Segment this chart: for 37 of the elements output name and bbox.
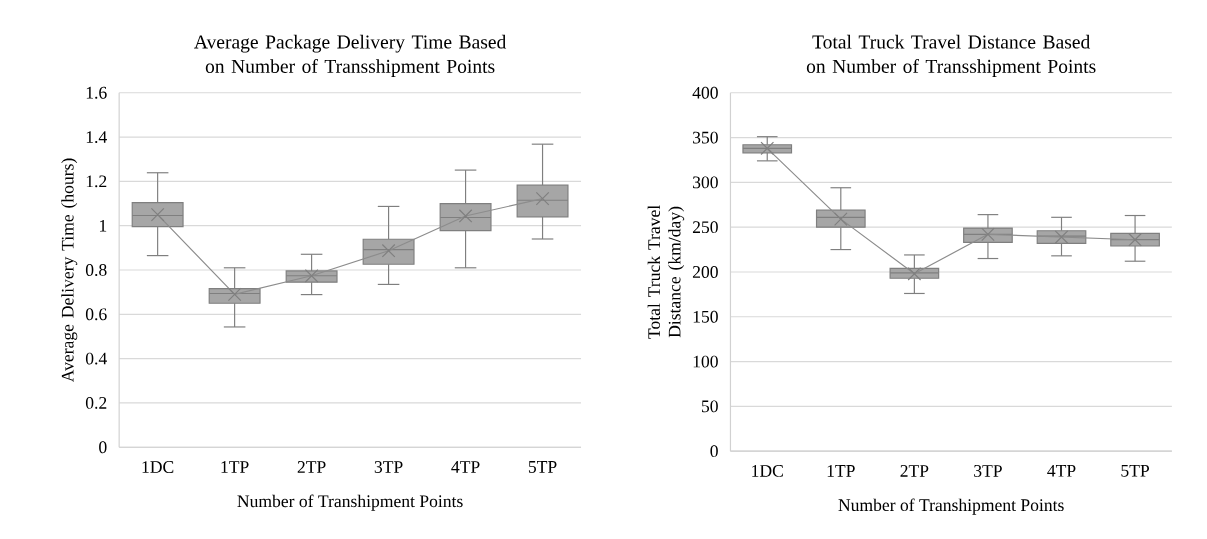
x-tick-label: 1DC — [142, 461, 174, 473]
x-tick-label: 5TP — [1121, 465, 1150, 477]
x-tick-label: 4TP — [451, 461, 480, 473]
y-tick-label: 0.8 — [85, 264, 107, 276]
y-tick-label: 150 — [693, 310, 718, 323]
y-tick-label: 400 — [692, 86, 718, 99]
x-tick-label: 3TP — [374, 461, 403, 473]
x-tick-label: 4TP — [1047, 465, 1076, 477]
y-tick-label: 0 — [710, 445, 718, 458]
y-axis-title: Total Truck Travel Distance (km/day) — [647, 205, 685, 339]
chart-title: Average Package Delivery Time Based on Number of Transshipment Points — [194, 34, 507, 77]
y-tick-label: 200 — [692, 266, 718, 278]
y-tick-label: 300 — [693, 176, 718, 189]
y-tick-label: 0.6 — [85, 308, 107, 321]
x-axis-title: Number of Transhipment Points — [237, 494, 463, 511]
chart-title: Total Truck Travel Distance Based on Number of Transshipment Points — [806, 34, 1096, 77]
x-tick-label: 2TP — [297, 461, 326, 473]
line-series — [157, 198, 544, 295]
x-tick-label: 1DC — [752, 465, 783, 477]
y-tick-label: 0.4 — [85, 352, 107, 365]
y-tick-label: 1.6 — [86, 86, 107, 99]
y-tick-label: 0.2 — [85, 396, 107, 409]
y-tick-label: 1.4 — [86, 131, 107, 143]
y-tick-label: 50 — [701, 400, 718, 413]
x-tick-label: 5TP — [528, 461, 557, 473]
x-tick-label: 1TP — [827, 465, 855, 477]
y-tick-label: 250 — [692, 221, 718, 234]
y-tick-label: 1 — [99, 219, 107, 232]
x-axis-title: Number of Transhipment Points — [838, 498, 1064, 515]
x-tick-label: 3TP — [974, 465, 1002, 477]
x-tick-label: 2TP — [900, 465, 929, 477]
y-tick-label: 0 — [99, 441, 107, 454]
y-tick-label: 350 — [693, 131, 718, 144]
y-tick-label: 1.2 — [86, 175, 107, 188]
x-tick-label: 1TP — [221, 461, 249, 473]
y-axis-title: Average Delivery Time (hours) — [61, 158, 78, 383]
y-tick-label: 100 — [693, 355, 718, 368]
